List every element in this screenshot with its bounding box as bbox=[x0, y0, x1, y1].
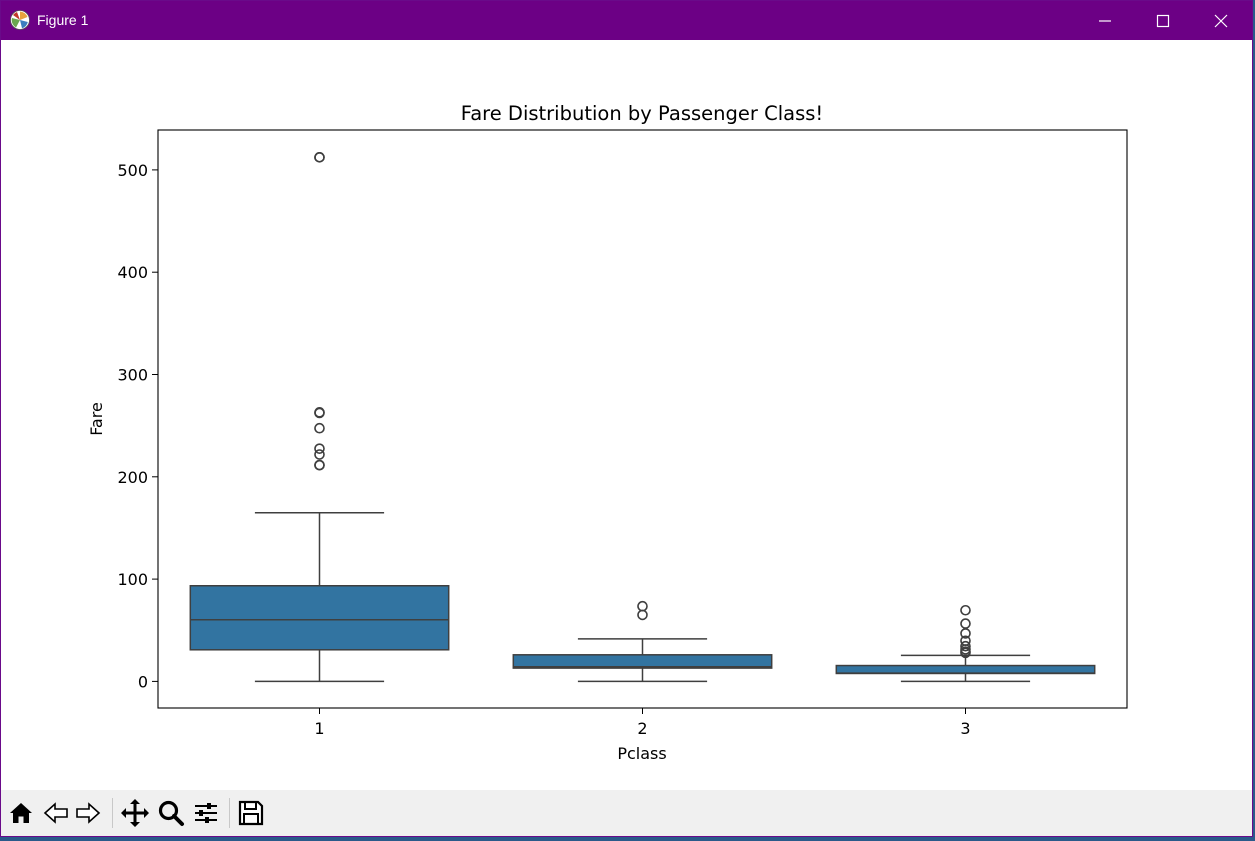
outlier-point bbox=[314, 152, 325, 163]
outlier-point bbox=[960, 604, 971, 616]
x-tick-label: 3 bbox=[960, 719, 970, 738]
y-tick-label: 400 bbox=[117, 263, 148, 282]
zoom-button[interactable] bbox=[155, 796, 187, 830]
forward-button[interactable] bbox=[72, 796, 104, 830]
outlier-point bbox=[960, 640, 971, 652]
y-tick-label: 100 bbox=[117, 570, 148, 589]
figure-canvas[interactable]: Fare Distribution by Passenger Class! 0 1… bbox=[1, 40, 1252, 790]
outlier-point bbox=[637, 600, 648, 612]
back-button[interactable] bbox=[40, 796, 72, 830]
x-tick-label: 2 bbox=[637, 719, 647, 738]
outlier-point bbox=[314, 443, 325, 454]
y-axis-label: Fare bbox=[87, 402, 106, 436]
minimize-button[interactable] bbox=[1076, 1, 1134, 40]
outlier-point bbox=[314, 422, 325, 434]
box-group-class-2 bbox=[512, 600, 773, 683]
zoom-icon bbox=[158, 800, 184, 826]
iqr-box bbox=[189, 585, 450, 651]
outlier-point bbox=[314, 407, 325, 419]
back-icon bbox=[43, 802, 68, 824]
boxplot-chart: Fare Distribution by Passenger Class! 0 1… bbox=[87, 102, 1128, 763]
maximize-button[interactable] bbox=[1134, 1, 1192, 40]
close-button[interactable] bbox=[1192, 1, 1250, 40]
navigation-toolbar bbox=[1, 790, 1252, 836]
minimize-icon bbox=[1099, 19, 1111, 22]
close-icon bbox=[1214, 14, 1228, 27]
x-axis-label: Pclass bbox=[617, 744, 666, 763]
save-icon bbox=[238, 800, 264, 826]
configure-subplots-icon bbox=[195, 803, 217, 823]
maximize-icon bbox=[1156, 14, 1170, 27]
matplotlib-icon bbox=[10, 10, 30, 30]
iqr-box bbox=[835, 664, 1096, 675]
outlier-point bbox=[314, 459, 325, 471]
y-tick-label: 300 bbox=[117, 365, 148, 384]
toolbar-separator bbox=[229, 798, 230, 828]
toolbar-separator bbox=[112, 798, 113, 828]
window-title: Figure 1 bbox=[37, 12, 89, 28]
outlier-point bbox=[960, 647, 971, 659]
chart-title: Fare Distribution by Passenger Class! bbox=[461, 102, 823, 125]
y-tick-label: 200 bbox=[117, 468, 148, 487]
home-button[interactable] bbox=[5, 796, 37, 830]
save-button[interactable] bbox=[235, 796, 267, 830]
outlier-point bbox=[637, 609, 648, 621]
x-tick-label: 1 bbox=[314, 719, 324, 738]
iqr-box bbox=[512, 654, 773, 669]
outlier-point bbox=[960, 618, 971, 629]
outlier-point bbox=[314, 449, 325, 460]
outlier-point bbox=[960, 628, 971, 639]
home-icon bbox=[10, 803, 32, 823]
forward-icon bbox=[76, 802, 101, 824]
title-bar[interactable]: Figure 1 bbox=[1, 1, 1252, 40]
y-tick-label: 0 bbox=[138, 672, 148, 691]
pan-button[interactable] bbox=[119, 796, 151, 830]
configure-subplots-button[interactable] bbox=[190, 796, 222, 830]
box-group-class-3 bbox=[835, 604, 1096, 683]
y-tick-label: 500 bbox=[117, 161, 148, 180]
pan-icon bbox=[121, 799, 149, 827]
box-group-class-1 bbox=[189, 152, 450, 683]
